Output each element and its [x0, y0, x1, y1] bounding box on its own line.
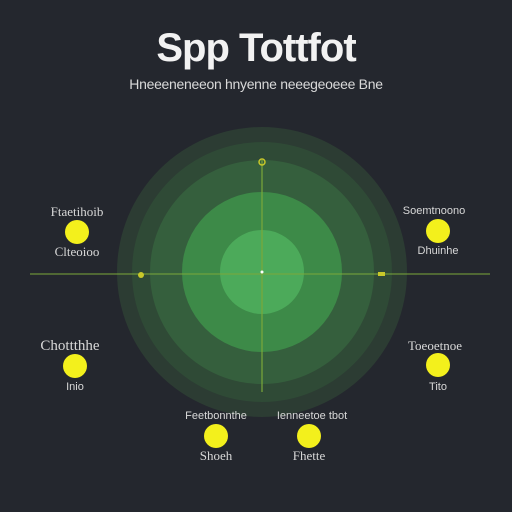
node-top-right-caption: Dhuinhe — [417, 245, 459, 257]
node-mid-right[interactable] — [426, 353, 450, 377]
node-top-right-title: Soemtnoono — [402, 205, 466, 217]
axis-right-marker — [378, 272, 385, 276]
node-bottom-right-caption: Fhette — [292, 448, 326, 463]
center-dot — [260, 270, 264, 274]
node-mid-left-title: Chottthhe — [40, 338, 100, 354]
diagram-title: Spp Tottfot — [156, 26, 356, 70]
node-mid-right-caption: Tito — [429, 381, 447, 393]
node-bottom-left-title: Feetbonnthe — [185, 410, 247, 422]
node-top-left[interactable] — [65, 220, 89, 244]
node-top-left-title: Ftaetihoib — [50, 204, 104, 219]
node-top-right[interactable] — [426, 219, 450, 243]
node-mid-right-title: Toeoetnoe — [408, 338, 462, 353]
node-bottom-right-title: Ienneetoe tbot — [276, 410, 348, 422]
node-mid-left-caption: Inio — [66, 381, 84, 393]
diagram-subtitle: Hneeeneneeon hnyenne neeegeoeee Bne — [129, 76, 383, 92]
axis-left-marker — [138, 272, 144, 278]
node-bottom-right[interactable] — [297, 424, 321, 448]
axis-top-marker — [258, 158, 266, 166]
node-mid-left[interactable] — [63, 354, 87, 378]
node-top-left-caption: Clteoioo — [54, 244, 100, 259]
node-bottom-left-caption: Shoeh — [199, 448, 233, 463]
node-bottom-left[interactable] — [204, 424, 228, 448]
